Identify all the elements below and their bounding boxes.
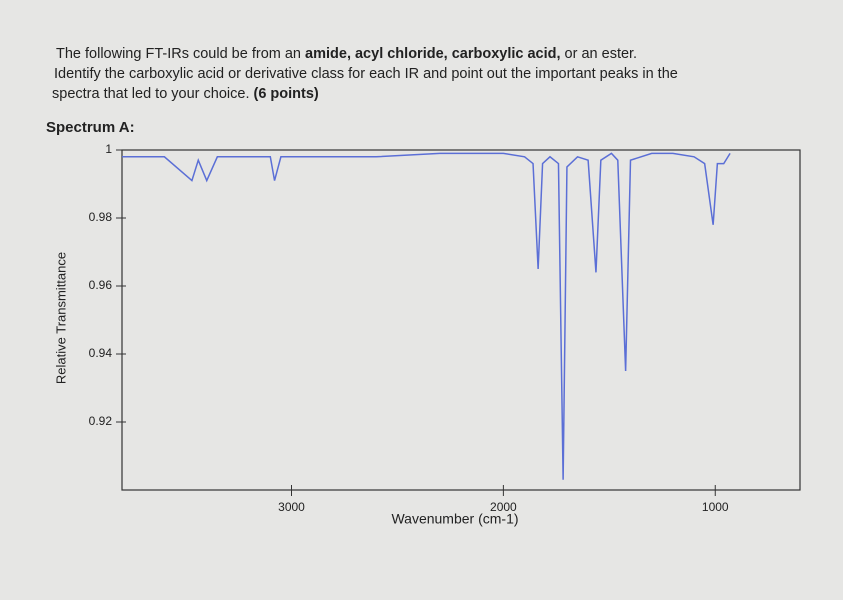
question-line: spectra that led to your choice. (6 poin… <box>52 86 319 102</box>
plot-frame <box>121 149 801 491</box>
question-bold: (6 points) <box>254 86 319 102</box>
y-tick-label: 1 <box>105 142 112 156</box>
spectrum-line <box>122 152 731 480</box>
y-axis-label: Relative Transmittance <box>53 252 68 384</box>
x-tick-label: 3000 <box>278 500 305 514</box>
x-tick-label: 2000 <box>490 500 517 514</box>
x-axis-label: Wavenumber (cm-1) <box>391 511 518 527</box>
question-bold: amide, acyl chloride, carboxylic acid, <box>305 46 560 62</box>
y-tick-label: 0.92 <box>89 414 113 428</box>
y-tick-label: 0.94 <box>89 346 113 360</box>
spectrum-label: Spectrum A: <box>46 119 135 136</box>
question-line: Identify the carboxylic acid or derivati… <box>54 66 678 82</box>
x-tick-label: 1000 <box>702 500 729 514</box>
question-text: spectra that led to your choice. <box>52 86 249 102</box>
question-text: The following FT-IRs could be from an <box>56 46 301 62</box>
question-line: The following FT-IRs could be from an am… <box>56 46 637 62</box>
question-text: or an ester. <box>565 46 638 62</box>
y-tick-label: 0.98 <box>89 210 113 224</box>
y-tick-label: 0.96 <box>89 278 113 292</box>
